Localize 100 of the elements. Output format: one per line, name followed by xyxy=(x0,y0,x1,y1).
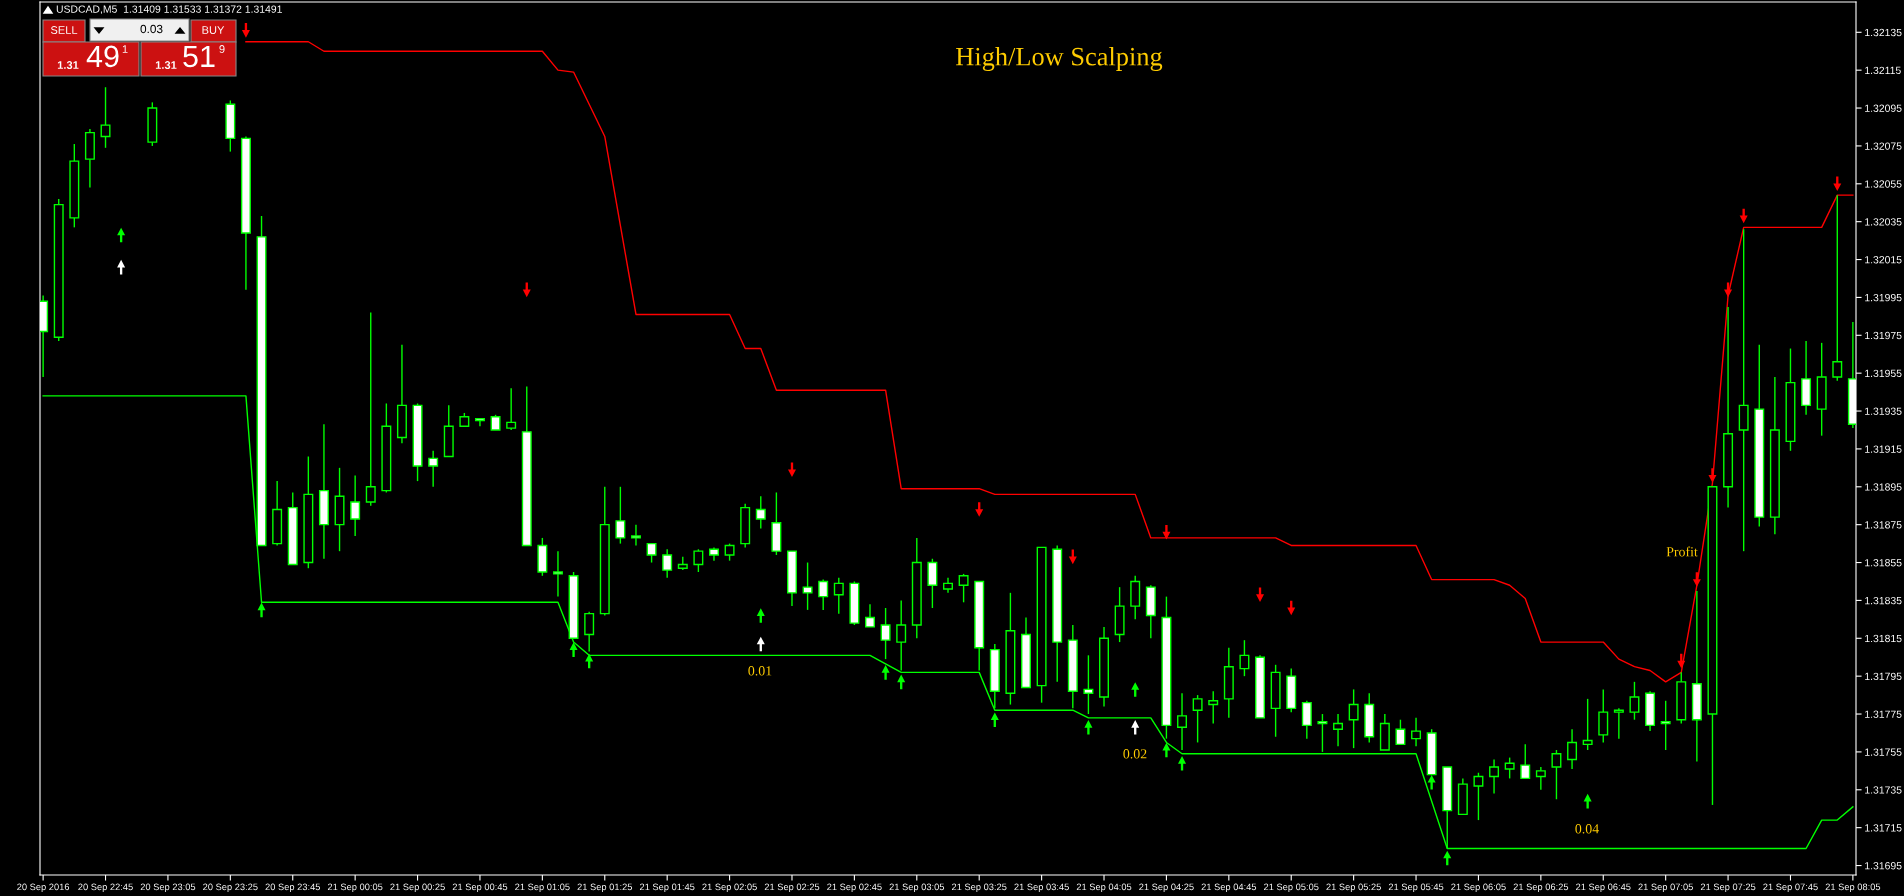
candlestick xyxy=(1738,228,1749,552)
x-tick-label: 21 Sep 07:05 xyxy=(1638,883,1693,893)
candlestick xyxy=(1489,758,1500,795)
candlestick xyxy=(396,344,407,444)
candlestick xyxy=(1816,342,1827,437)
x-tick-label: 21 Sep 01:05 xyxy=(515,883,570,893)
x-tick-label: 21 Sep 00:25 xyxy=(390,883,445,893)
annotation: 9 xyxy=(219,45,225,53)
candlestick xyxy=(552,550,563,598)
candlestick xyxy=(334,467,345,552)
x-tick-label: 20 Sep 23:45 xyxy=(265,883,321,893)
candlestick xyxy=(1801,340,1812,416)
candlestick xyxy=(1645,690,1656,732)
x-tick-label: 21 Sep 00:45 xyxy=(452,883,508,893)
candlestick xyxy=(84,128,95,189)
candlestick xyxy=(896,599,907,672)
x-tick-label: 21 Sep 06:05 xyxy=(1451,883,1506,893)
candlestick xyxy=(1567,728,1578,770)
y-tick-label: 1.31735 xyxy=(1865,786,1902,794)
candlestick xyxy=(1691,590,1702,763)
x-tick-label: 21 Sep 02:25 xyxy=(764,883,820,893)
x-tick-label: 21 Sep 02:05 xyxy=(702,883,757,893)
annotation: 1 xyxy=(122,45,128,53)
candlestick xyxy=(1535,766,1546,791)
annotation: 0.02 xyxy=(1123,749,1147,759)
candlestick xyxy=(1067,624,1078,710)
y-tick-label: 1.32075 xyxy=(1865,142,1902,150)
y-tick-label: 1.31995 xyxy=(1865,293,1902,302)
x-tick-label: 21 Sep 05:05 xyxy=(1264,883,1319,893)
x-tick-label: 20 Sep 2016 xyxy=(17,883,70,893)
y-tick-label: 1.31715 xyxy=(1865,824,1902,832)
candlestick xyxy=(240,135,251,291)
candlestick xyxy=(1083,654,1094,715)
y-tick-label: 1.32135 xyxy=(1865,28,1902,37)
candlestick xyxy=(740,503,751,549)
x-tick-label: 21 Sep 00:05 xyxy=(327,883,383,893)
candlestick xyxy=(943,576,953,594)
y-tick-label: 1.31695 xyxy=(1865,862,1902,870)
x-tick-label: 21 Sep 03:05 xyxy=(889,883,945,893)
x-tick-label: 21 Sep 07:25 xyxy=(1700,883,1756,893)
y-tick-label: 1.32015 xyxy=(1865,256,1902,264)
x-tick-label: 21 Sep 04:25 xyxy=(1139,883,1194,893)
y-tick-label: 1.31975 xyxy=(1865,331,1902,340)
annotation: SELL xyxy=(50,26,78,34)
candlestick xyxy=(1613,707,1624,740)
x-tick-label: 21 Sep 03:45 xyxy=(1014,883,1069,893)
candlestick xyxy=(1660,700,1671,751)
annotation: 1.31 xyxy=(57,61,79,69)
chart-subtitle: USDCAD,M5 1.31409 1.31533 1.31372 1.31491 xyxy=(56,5,282,15)
candlestick xyxy=(1723,306,1734,509)
annotation: 0.04 xyxy=(1575,824,1599,834)
annotation: 51 xyxy=(183,45,215,68)
y-tick-label: 1.32115 xyxy=(1865,66,1901,75)
x-tick-label: 21 Sep 04:05 xyxy=(1076,883,1132,893)
y-tick-label: 1.32095 xyxy=(1865,104,1902,112)
x-tick-label: 21 Sep 06:25 xyxy=(1513,883,1569,893)
annotation: BUY xyxy=(202,26,225,34)
y-tick-label: 1.31775 xyxy=(1865,710,1902,718)
x-tick-label: 21 Sep 05:45 xyxy=(1388,883,1444,893)
y-tick-label: 1.31855 xyxy=(1865,559,1902,567)
candlestick xyxy=(1411,717,1422,747)
y-tick-label: 1.32035 xyxy=(1865,218,1902,226)
candlestick xyxy=(350,474,361,537)
x-tick-label: 21 Sep 02:45 xyxy=(827,883,882,893)
x-tick-label: 20 Sep 23:25 xyxy=(203,883,258,893)
candlestick xyxy=(1099,626,1109,708)
y-tick-label: 1.31935 xyxy=(1865,407,1902,415)
candlestick xyxy=(318,423,329,560)
y-tick-label: 1.31955 xyxy=(1865,369,1902,378)
line-series xyxy=(245,41,1854,683)
y-tick-label: 1.31755 xyxy=(1865,748,1902,756)
y-tick-label: 1.31795 xyxy=(1865,672,1902,681)
annotation: Profit xyxy=(1666,546,1698,557)
x-tick-label: 21 Sep 04:45 xyxy=(1201,883,1257,893)
y-tick-label: 1.31895 xyxy=(1865,483,1902,491)
x-tick-label: 21 Sep 05:25 xyxy=(1326,883,1381,893)
y-tick-label: 1.31815 xyxy=(1865,634,1902,643)
candlestick xyxy=(1769,376,1780,535)
y-tick-label: 1.31915 xyxy=(1865,445,1902,453)
y-tick-label: 1.31875 xyxy=(1865,521,1902,529)
annotation: 49 xyxy=(86,45,119,68)
x-tick-label: 20 Sep 22:45 xyxy=(78,883,133,893)
x-tick-label: 21 Sep 08:05 xyxy=(1825,883,1881,893)
y-tick-label: 1.32055 xyxy=(1865,180,1902,188)
candlestick xyxy=(428,450,439,488)
x-tick-label: 20 Sep 23:05 xyxy=(140,883,196,893)
candlestick xyxy=(1333,713,1344,747)
x-tick-label: 21 Sep 01:45 xyxy=(639,883,695,893)
annotation: 1.31 xyxy=(155,61,177,69)
text: High/Low Scalping xyxy=(956,47,1163,71)
candlestick xyxy=(662,548,673,579)
candlestick xyxy=(1177,692,1188,751)
annotation: 0.01 xyxy=(748,666,772,676)
y-tick-label: 1.31835 xyxy=(1865,596,1902,605)
candlestick xyxy=(630,523,641,547)
x-tick-label: 21 Sep 01:25 xyxy=(577,883,633,893)
annotation: 0.03 xyxy=(140,24,163,34)
x-tick-label: 21 Sep 07:45 xyxy=(1763,883,1818,893)
candlestick xyxy=(1223,647,1234,719)
x-tick-label: 21 Sep 03:25 xyxy=(951,883,1007,893)
